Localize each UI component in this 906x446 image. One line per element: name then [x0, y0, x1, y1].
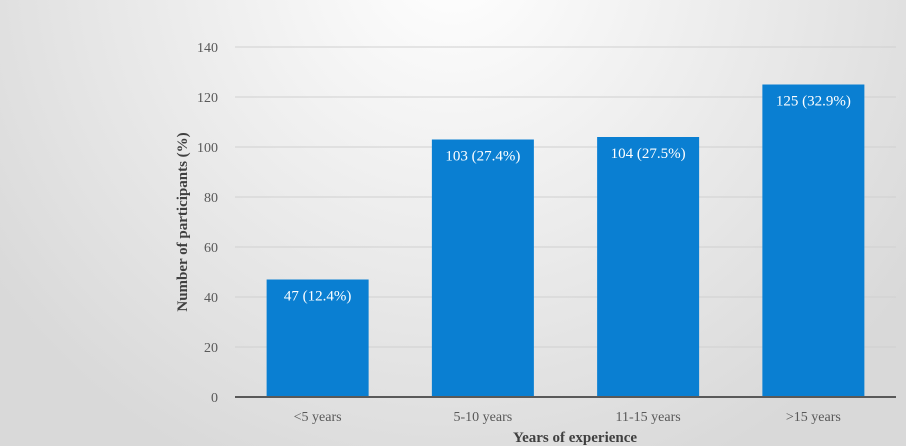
x-axis-ticks: <5 years 5-10 years 11-15 years >15 years	[294, 410, 841, 425]
bars	[266, 84, 865, 397]
bar-data-label: 103 (27.4%)	[445, 149, 520, 165]
y-tick-label: 100	[197, 141, 218, 156]
y-tick-label: 140	[197, 41, 218, 56]
bar	[431, 139, 534, 397]
bar-data-labels: 47 (12.4%) 103 (27.4%) 104 (27.5%) 125 (32.…	[284, 94, 851, 305]
y-tick-label: 20	[204, 341, 218, 356]
x-tick-label: <5 years	[294, 410, 342, 425]
x-tick-label: 11-15 years	[616, 410, 681, 425]
x-tick-label: >15 years	[786, 410, 841, 425]
y-tick-label: 80	[204, 191, 218, 206]
y-tick-label: 60	[204, 241, 218, 256]
bar	[762, 84, 865, 397]
x-axis-title: Years of experience	[513, 430, 637, 446]
bar-data-label: 104 (27.5%)	[611, 146, 686, 162]
bar	[266, 279, 369, 397]
y-tick-label: 120	[197, 91, 218, 106]
bar	[597, 137, 700, 397]
bar-data-label: 47 (12.4%)	[284, 289, 352, 305]
x-tick-label: 5-10 years	[454, 410, 513, 425]
y-axis-ticks: 0 20 40 60 80 100 120 140	[197, 41, 218, 406]
bar-data-label: 125 (32.9%)	[776, 94, 851, 110]
y-axis-title: Number of participants (%)	[175, 132, 191, 311]
y-tick-label: 0	[211, 391, 218, 406]
y-tick-label: 40	[204, 291, 218, 306]
